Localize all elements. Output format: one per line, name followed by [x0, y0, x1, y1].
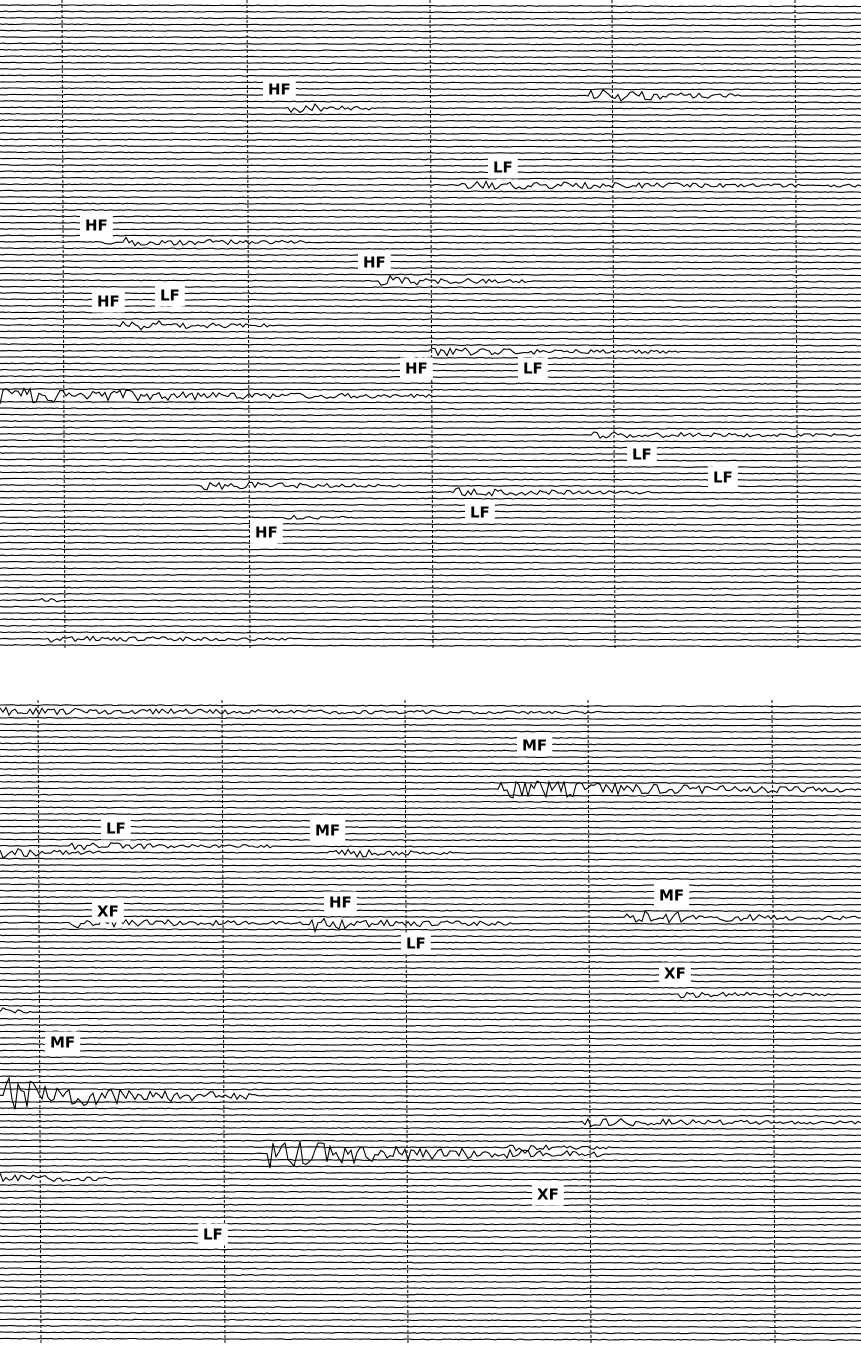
phase-label: HF — [405, 360, 428, 378]
phase-label: MF — [522, 737, 547, 755]
phase-label: HF — [85, 217, 108, 235]
phase-label: XF — [664, 965, 686, 983]
phase-label: HF — [255, 524, 278, 542]
phase-label: LF — [493, 159, 513, 177]
phase-label: HF — [329, 894, 352, 912]
phase-label: LF — [632, 446, 652, 464]
phase-label: MF — [50, 1034, 75, 1052]
seismogram-figure: HF LF HF HF HF LF HF LF LF LF LF HF MF LF MF HF MF XF LF X… — [0, 0, 861, 1350]
phase-label: XF — [97, 903, 119, 921]
phase-label: LF — [523, 360, 543, 378]
phase-label: HF — [97, 293, 120, 311]
phase-label: LF — [470, 504, 490, 522]
phase-label: HF — [363, 254, 386, 272]
phase-label: XF — [537, 1186, 559, 1204]
phase-label: LF — [713, 469, 733, 487]
phase-label: LF — [406, 935, 426, 953]
phase-label: LF — [160, 287, 180, 305]
phase-label: HF — [268, 81, 291, 99]
phase-label: MF — [659, 887, 684, 905]
phase-label: LF — [106, 820, 126, 838]
phase-label: MF — [315, 822, 340, 840]
phase-label: LF — [203, 1226, 223, 1244]
